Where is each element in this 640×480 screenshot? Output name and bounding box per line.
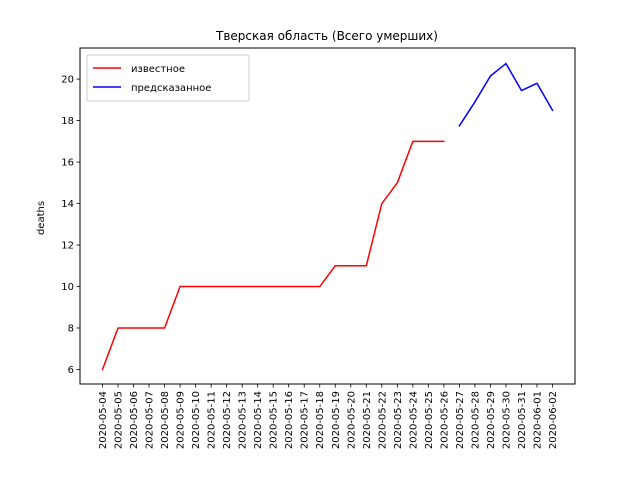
x-tick-label: 2020-05-22 [377, 391, 388, 449]
legend-label-known: известное [131, 64, 185, 75]
x-tick-label: 2020-05-16 [284, 391, 295, 449]
series-line-known [101, 140, 445, 371]
y-tick-label: 10 [61, 282, 74, 293]
legend-label-predicted: предсказанное [131, 83, 211, 94]
x-tick-label: 2020-05-04 [98, 391, 109, 449]
legend: известное предсказанное [86, 54, 250, 102]
y-tick-label: 6 [68, 365, 74, 376]
x-tick-label: 2020-05-21 [362, 391, 373, 449]
x-tick-label: 2020-05-07 [145, 391, 156, 449]
x-tick-label: 2020-06-01 [532, 391, 543, 449]
plot-frame [79, 47, 576, 385]
x-tick-label: 2020-05-15 [269, 391, 280, 449]
x-tick-label: 2020-05-09 [176, 391, 187, 449]
x-tick-label: 2020-05-29 [486, 391, 497, 449]
y-tick-label: 8 [68, 324, 74, 335]
y-tick-label: 16 [61, 158, 74, 169]
x-tick-label: 2020-05-18 [315, 391, 326, 449]
x-tick-label: 2020-05-23 [393, 391, 404, 449]
x-tick-label: 2020-05-08 [160, 391, 171, 449]
x-tick-label: 2020-05-20 [346, 391, 357, 449]
x-tick-label: 2020-05-17 [300, 391, 311, 449]
x-tick-label: 2020-05-26 [439, 391, 450, 449]
x-tick-label: 2020-05-24 [408, 391, 419, 449]
x-tick-label: 2020-05-05 [114, 391, 125, 449]
x-tick-label: 2020-05-19 [331, 391, 342, 449]
chart-title: Тверская область (Всего умерших) [215, 29, 438, 43]
series-line-predicted [458, 62, 554, 127]
x-tick-label: 2020-05-31 [517, 391, 528, 449]
x-tick-label: 2020-05-11 [207, 391, 218, 449]
x-tick-label: 2020-05-06 [129, 391, 140, 449]
y-tick-label: 14 [61, 199, 74, 210]
legend-box [86, 54, 250, 102]
x-tick-label: 2020-05-25 [424, 391, 435, 449]
x-tick-label: 2020-05-30 [501, 391, 512, 449]
y-axis-label: deaths [36, 201, 47, 235]
x-tick-label: 2020-05-13 [238, 391, 249, 449]
y-tick-label: 12 [61, 241, 74, 252]
x-tick-label: 2020-05-10 [191, 391, 202, 449]
x-tick-label: 2020-05-28 [470, 391, 481, 449]
plot-area: 6 8 10 12 14 16 18 20 2020-05-04 2020-05-05 2020-0… [61, 62, 559, 449]
x-tick-label: 2020-05-12 [222, 391, 233, 449]
x-tick-label: 2020-06-02 [548, 391, 559, 449]
y-tick-label: 20 [61, 75, 74, 86]
y-tick-label: 18 [61, 116, 74, 127]
x-tick-label: 2020-05-27 [455, 391, 466, 449]
x-tick-label: 2020-05-14 [253, 391, 264, 449]
